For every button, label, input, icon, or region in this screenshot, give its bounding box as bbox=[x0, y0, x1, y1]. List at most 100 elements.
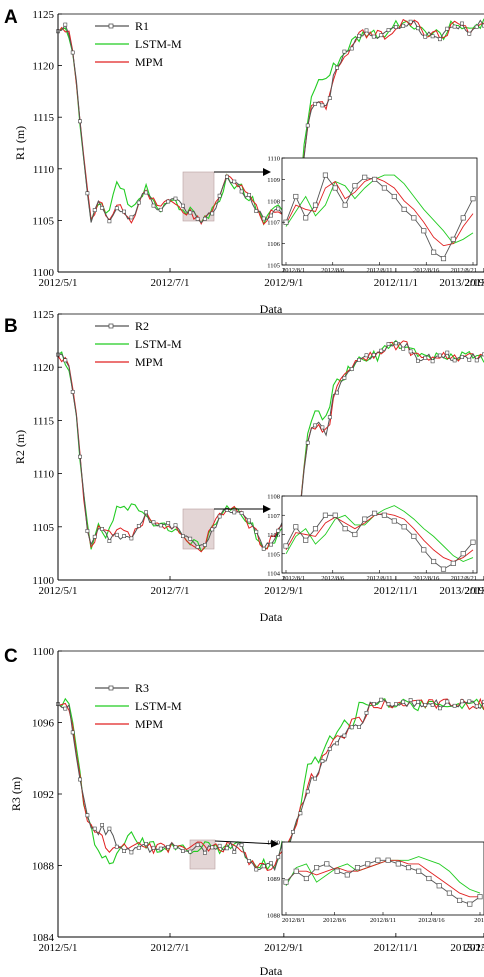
data-point bbox=[232, 179, 237, 184]
data-point bbox=[401, 23, 406, 28]
data-point bbox=[291, 829, 295, 834]
inset-series-lstm-m bbox=[285, 174, 474, 245]
x-tick-label: 2012/11/1 bbox=[374, 277, 418, 289]
series-line-mpm bbox=[57, 340, 484, 553]
data-point bbox=[415, 699, 420, 704]
data-point bbox=[173, 845, 178, 850]
data-point bbox=[423, 702, 428, 707]
data-point bbox=[401, 699, 406, 704]
inset-x-tick-label: 2012/8/6 bbox=[323, 917, 347, 924]
legend-label: LSTM-M bbox=[135, 337, 182, 351]
inset-data-point bbox=[381, 512, 387, 518]
data-point bbox=[122, 209, 127, 214]
data-point bbox=[269, 213, 273, 218]
legend-item-r1: R1 bbox=[95, 19, 149, 33]
inset-data-point bbox=[436, 883, 442, 889]
data-point bbox=[70, 389, 75, 394]
data-point bbox=[166, 199, 171, 204]
data-point bbox=[85, 191, 90, 196]
data-point bbox=[144, 190, 149, 195]
data-point bbox=[78, 454, 82, 459]
legend-label: R1 bbox=[135, 19, 149, 33]
inset-data-point bbox=[446, 890, 452, 896]
data-point bbox=[342, 375, 347, 380]
data-point bbox=[107, 219, 112, 224]
data-point bbox=[78, 119, 82, 124]
legend-label: R3 bbox=[135, 681, 149, 695]
inset-data-point bbox=[440, 566, 447, 572]
legend: R3 LSTM-M MPM bbox=[95, 681, 182, 731]
data-point bbox=[181, 849, 185, 853]
data-point bbox=[364, 353, 369, 358]
data-point bbox=[254, 209, 259, 214]
data-point bbox=[107, 539, 112, 544]
inset-data-point bbox=[322, 172, 328, 178]
inset-x-tick-label: 2012/8/16 bbox=[413, 267, 440, 274]
inset-y-tick-label: 1108 bbox=[267, 198, 280, 205]
inset-data-point bbox=[385, 857, 391, 863]
data-point bbox=[474, 358, 479, 363]
data-point bbox=[129, 850, 134, 855]
data-point bbox=[423, 355, 428, 360]
inset-data-point bbox=[395, 861, 401, 867]
data-point bbox=[188, 849, 193, 854]
data-point bbox=[276, 528, 281, 533]
y-tick-label: 1120 bbox=[32, 61, 54, 73]
inset-frame bbox=[281, 841, 484, 916]
legend-item-lstm-m: LSTM-M bbox=[95, 699, 182, 713]
x-tick-label: 2012/11/1 bbox=[374, 585, 418, 597]
data-point bbox=[430, 34, 435, 39]
data-point bbox=[210, 211, 215, 216]
data-point bbox=[247, 858, 251, 863]
inset-data-point bbox=[421, 228, 427, 234]
data-point bbox=[430, 359, 435, 364]
data-point bbox=[313, 423, 318, 428]
x-tick-label: 2012/11/1 bbox=[374, 942, 418, 954]
data-point bbox=[298, 811, 303, 816]
data-point bbox=[349, 46, 354, 51]
x-tick-label: 2013/2/19 bbox=[439, 585, 484, 597]
inset-series-r2 bbox=[283, 510, 476, 572]
inset-series-r3 bbox=[283, 857, 483, 907]
inset-data-point bbox=[426, 875, 432, 882]
data-point bbox=[166, 844, 171, 849]
panel-letter: A bbox=[4, 7, 18, 28]
data-point bbox=[92, 534, 97, 539]
y-tick-label: 1096 bbox=[32, 718, 55, 730]
data-point bbox=[203, 850, 207, 855]
data-point bbox=[151, 520, 156, 525]
data-point bbox=[136, 845, 141, 850]
legend-item-mpm: MPM bbox=[95, 355, 163, 369]
y-axis-title: R3 (m) bbox=[9, 777, 23, 811]
data-point bbox=[357, 33, 362, 38]
x-tick-label: 2012/5/1 bbox=[38, 942, 77, 954]
y-tick-label: 1110 bbox=[33, 469, 55, 481]
legend-item-lstm-m: LSTM-M bbox=[95, 37, 182, 51]
y-tick-label: 1105 bbox=[32, 522, 54, 534]
inset-data-point bbox=[372, 510, 378, 516]
y-tick-label: 1084 bbox=[32, 932, 55, 944]
x-tick-label: 2012/9/1 bbox=[264, 585, 303, 597]
data-point bbox=[225, 507, 229, 512]
data-point bbox=[408, 349, 413, 354]
y-tick-label: 1100 bbox=[32, 646, 54, 658]
data-point bbox=[335, 65, 340, 70]
inset-data-point bbox=[470, 196, 476, 202]
data-point bbox=[379, 33, 384, 38]
data-point bbox=[78, 777, 82, 782]
data-point bbox=[122, 534, 127, 539]
inset-data-point bbox=[470, 539, 476, 545]
data-point bbox=[114, 844, 119, 849]
data-point bbox=[364, 710, 369, 715]
inset-data-point bbox=[431, 558, 437, 565]
inset-data-point bbox=[312, 526, 319, 532]
inset-x-tick-label: 2012/8/1 bbox=[282, 917, 305, 924]
y-axis-title: R2 (m) bbox=[13, 430, 27, 464]
data-point bbox=[261, 546, 266, 551]
inset-data-point bbox=[293, 524, 299, 530]
x-tick-label: 2012/9/1 bbox=[264, 277, 303, 289]
inset-data-point bbox=[391, 193, 397, 200]
inset-y-tick-label: 1106 bbox=[267, 241, 281, 248]
data-point bbox=[445, 26, 450, 31]
